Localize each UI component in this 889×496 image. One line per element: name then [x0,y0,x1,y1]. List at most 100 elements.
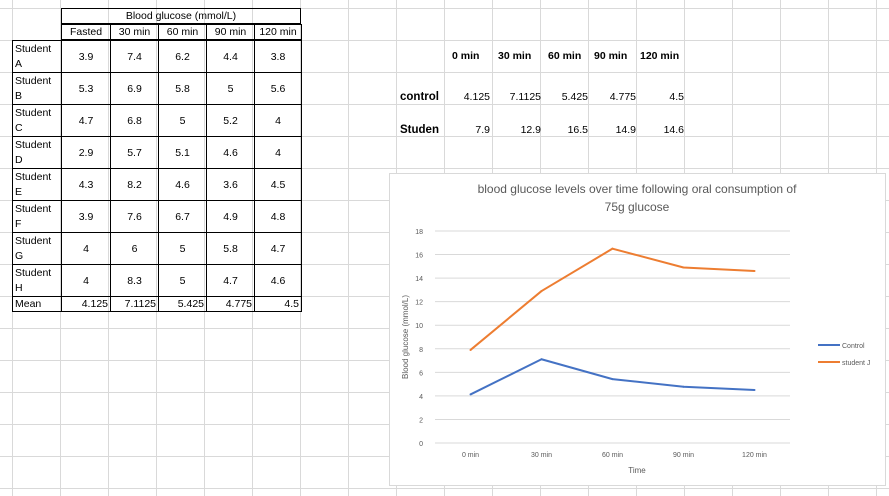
table-cell[interactable]: 3.8 [254,40,302,73]
table-cell[interactable]: 5 [158,264,207,297]
row-label-cell[interactable]: Student B [12,72,62,105]
column-header-cell[interactable]: 60 min [158,24,207,40]
mean-cell[interactable]: 5.425 [158,296,207,312]
summary-cell[interactable]: 4.125 [463,91,490,103]
table-cell[interactable]: 4.6 [254,264,302,297]
column-header-cell[interactable]: 30 min [110,24,159,40]
column-header-cell[interactable]: Fasted [61,24,111,40]
summary-cell[interactable]: 14.9 [615,124,636,136]
y-tick-label: 16 [415,253,423,260]
table-cell[interactable]: 5.8 [206,232,255,265]
data-point [682,385,685,388]
table-cell[interactable]: 8.2 [110,168,159,201]
x-tick-label: 90 min [673,452,694,459]
table-cell[interactable]: 6.9 [110,72,159,105]
table-cell[interactable]: 4 [61,232,111,265]
table-cell[interactable]: 6.8 [110,104,159,137]
row-label-cell[interactable]: Student F [12,200,62,233]
row-label-cell[interactable]: Student C [12,104,62,137]
mean-cell[interactable]: 4.5 [254,296,302,312]
y-tick-label: 2 [419,417,423,424]
table-cell[interactable]: 4.4 [206,40,255,73]
line-chart[interactable]: blood glucose levels over time following… [389,173,886,486]
mean-cell[interactable]: 4.125 [61,296,111,312]
y-tick-label: 12 [415,300,423,307]
mean-cell[interactable]: 7.1125 [110,296,159,312]
table-cell[interactable]: 5 [158,232,207,265]
table-cell[interactable]: 3.9 [61,200,111,233]
summary-cell[interactable]: 5.425 [561,91,588,103]
table-cell[interactable]: 6.7 [158,200,207,233]
summary-cell[interactable]: 7.9 [475,124,490,136]
table-cell[interactable]: 8.3 [110,264,159,297]
summary-cell[interactable]: 7.1125 [509,91,541,103]
table-cell[interactable]: 5 [206,72,255,105]
group-header-cell[interactable]: Blood glucose (mmol/L) [61,8,301,24]
table-cell[interactable]: 4 [254,136,302,169]
summary-cell[interactable]: 4.775 [609,91,636,103]
table-cell[interactable]: 3.6 [206,168,255,201]
table-cell[interactable]: 2.9 [61,136,111,169]
table-cell[interactable]: 4.6 [158,168,207,201]
data-point [611,247,614,250]
data-point [753,270,756,273]
y-tick-label: 4 [419,394,423,401]
summary-cell[interactable]: 14.6 [663,124,684,136]
table-cell[interactable]: 5.8 [158,72,207,105]
row-label-cell[interactable]: Student H [12,264,62,297]
table-cell[interactable]: 6.2 [158,40,207,73]
legend-entry: student J [842,360,870,367]
table-cell[interactable]: 5.1 [158,136,207,169]
summary-header-cell[interactable]: 120 min [640,50,680,62]
summary-row-label[interactable]: control [400,91,439,103]
table-cell[interactable]: 7.4 [110,40,159,73]
chart-title-line-1: blood glucose levels over time following… [478,182,798,196]
summary-header-cell[interactable]: 30 min [498,50,532,62]
summary-header-cell[interactable]: 0 min [452,50,480,62]
legend-entry: Control [842,343,865,350]
table-cell[interactable]: 5.3 [61,72,111,105]
table-cell[interactable]: 3.9 [61,40,111,73]
summary-header-cell[interactable]: 60 min [548,50,582,62]
table-cell[interactable]: 5.6 [254,72,302,105]
table-cell[interactable]: 5.2 [206,104,255,137]
table-cell[interactable]: 4 [254,104,302,137]
table-cell[interactable]: 4.6 [206,136,255,169]
row-label-cell[interactable]: Student D [12,136,62,169]
x-tick-label: 120 min [742,452,767,459]
y-tick-label: 14 [415,276,423,283]
y-axis-title: Blood glucose (mmol/L) [401,295,410,379]
row-label-cell[interactable]: Student A [12,40,62,73]
data-point [682,266,685,269]
mean-cell[interactable]: 4.775 [206,296,255,312]
row-label-cell[interactable]: Student G [12,232,62,265]
mean-label-cell[interactable]: Mean [12,296,62,312]
data-point [753,389,756,391]
table-cell[interactable]: 6 [110,232,159,265]
x-tick-label: 30 min [531,452,552,459]
row-label-cell[interactable]: Student E [12,168,62,201]
summary-row-label[interactable]: Studen [400,124,439,136]
column-header-cell[interactable]: 120 min [254,24,302,40]
y-tick-label: 10 [415,323,423,330]
table-cell[interactable]: 4.3 [61,168,111,201]
table-cell[interactable]: 4.9 [206,200,255,233]
column-header-cell[interactable]: 90 min [206,24,255,40]
table-cell[interactable]: 4.5 [254,168,302,201]
data-point [469,348,472,351]
table-cell[interactable]: 5.7 [110,136,159,169]
table-cell[interactable]: 5 [158,104,207,137]
table-cell[interactable]: 4.8 [254,200,302,233]
summary-cell[interactable]: 12.9 [520,124,541,136]
table-cell[interactable]: 4 [61,264,111,297]
x-tick-label: 60 min [602,452,623,459]
summary-cell[interactable]: 16.5 [567,124,588,136]
summary-cell[interactable]: 4.5 [669,91,684,103]
table-cell[interactable]: 7.6 [110,200,159,233]
summary-header-cell[interactable]: 90 min [594,50,628,62]
x-axis-title: Time [628,466,646,475]
chart-title-line-2: 75g glucose [605,200,670,214]
table-cell[interactable]: 4.7 [61,104,111,137]
table-cell[interactable]: 4.7 [206,264,255,297]
table-cell[interactable]: 4.7 [254,232,302,265]
